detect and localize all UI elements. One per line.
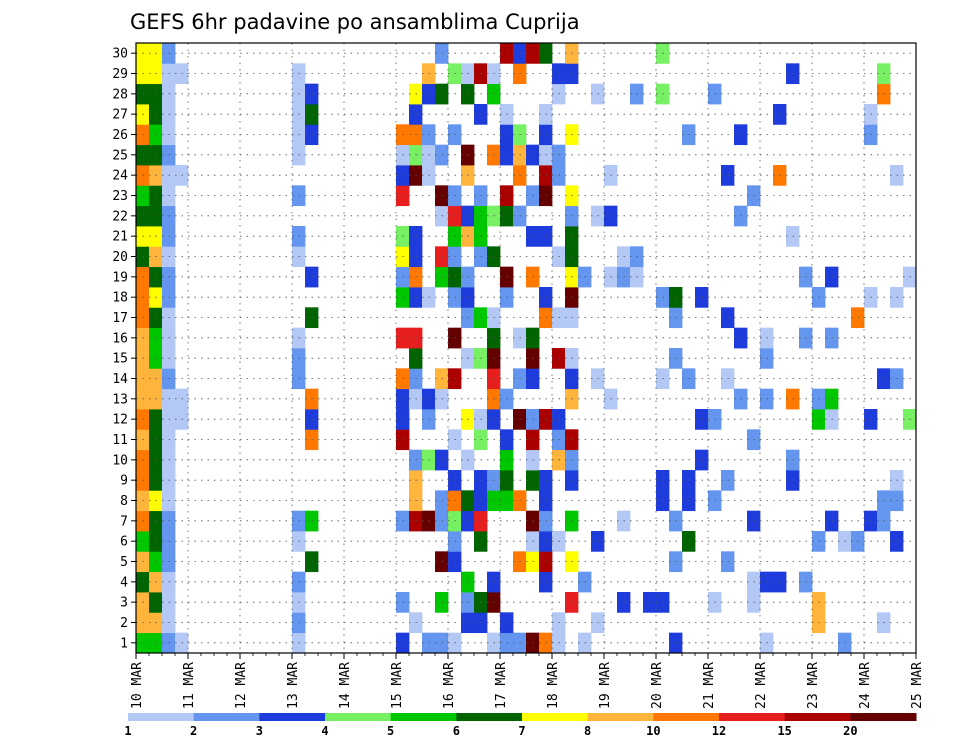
legend-label: 5 [387,724,394,738]
y-tick-label: 30 [112,47,128,62]
legend-swatch [719,713,786,721]
legend-swatch [193,713,260,721]
y-tick-label: 16 [112,331,128,346]
legend-swatch [587,713,654,721]
legend-swatch [784,713,851,721]
x-tick-label: 25 MAR [910,662,925,709]
x-axis: 10 MAR 11 MAR 12 MAR 13 MAR 14 MAR 15 MAR 16 M… [130,653,925,709]
legend-label: 6 [453,724,460,738]
legend-label: 1 [124,724,131,738]
chart-title: GEFS 6hr padavine po ansamblima Cuprija [130,10,580,34]
x-tick-label: 24 MAR [858,662,873,709]
y-tick-label: 2 [120,616,128,631]
legend-label: 20 [843,724,857,738]
y-tick-label: 9 [120,474,128,489]
y-tick-label: 8 [120,494,128,509]
x-tick-label: 10 MAR [130,662,145,709]
y-tick-label: 15 [112,352,128,367]
y-tick-label: 20 [112,250,128,265]
x-tick-label: 16 MAR [442,662,457,709]
legend-swatch [128,713,195,721]
legend-label: 3 [256,724,263,738]
y-tick-label: 11 [112,433,128,448]
legend-label: 7 [518,724,525,738]
legend-swatch [390,713,457,721]
y-tick-label: 29 [112,67,128,82]
x-tick-label: 12 MAR [234,662,249,709]
legend-label: 8 [584,724,591,738]
gridlines [136,43,916,653]
legend-swatch [653,713,720,721]
color-legend: 1 2 3 4 5 6 7 8 10 12 15 20 [124,713,917,738]
x-tick-label: 15 MAR [390,662,405,709]
legend-label: 10 [646,724,660,738]
legend-swatch [850,713,917,721]
x-tick-label: 17 MAR [494,662,509,709]
y-tick-label: 18 [112,291,128,306]
legend-swatch [325,713,392,721]
y-tick-label: 5 [120,555,128,570]
x-tick-label: 22 MAR [754,662,769,709]
x-tick-label: 18 MAR [546,662,561,709]
y-tick-label: 14 [112,372,128,387]
legend-label: 4 [321,724,328,738]
y-tick-label: 6 [120,535,128,550]
y-tick-label: 3 [120,596,128,611]
legend-label: 2 [190,724,197,738]
x-tick-label: 20 MAR [650,662,665,709]
y-tick-label: 17 [112,311,128,326]
y-tick-label: 23 [112,189,128,204]
x-tick-label: 19 MAR [598,662,613,709]
y-tick-label: 13 [112,392,128,407]
x-tick-label: 14 MAR [338,662,353,709]
x-tick-label: 21 MAR [702,662,717,709]
legend-label: 15 [777,724,791,738]
legend-label: 12 [712,724,726,738]
y-tick-label: 12 [112,413,128,428]
x-tick-label: 23 MAR [806,662,821,709]
y-tick-label: 19 [112,270,128,285]
y-tick-label: 7 [120,514,128,529]
legend-swatch [522,713,589,721]
y-tick-label: 26 [112,128,128,143]
legend-swatch [259,713,326,721]
x-tick-label: 11 MAR [182,662,197,709]
y-tick-label: 4 [120,575,128,590]
y-tick-label: 21 [112,230,128,245]
x-tick-label: 13 MAR [286,662,301,709]
y-axis: 1234567891011121314151617181920212223242… [112,47,136,651]
y-tick-label: 1 [120,636,128,651]
y-tick-label: 27 [112,108,128,123]
y-tick-label: 10 [112,453,128,468]
legend-swatch [456,713,523,721]
y-tick-label: 25 [112,148,128,163]
y-tick-label: 24 [112,169,128,184]
y-tick-label: 28 [112,87,128,102]
y-tick-label: 22 [112,209,128,224]
